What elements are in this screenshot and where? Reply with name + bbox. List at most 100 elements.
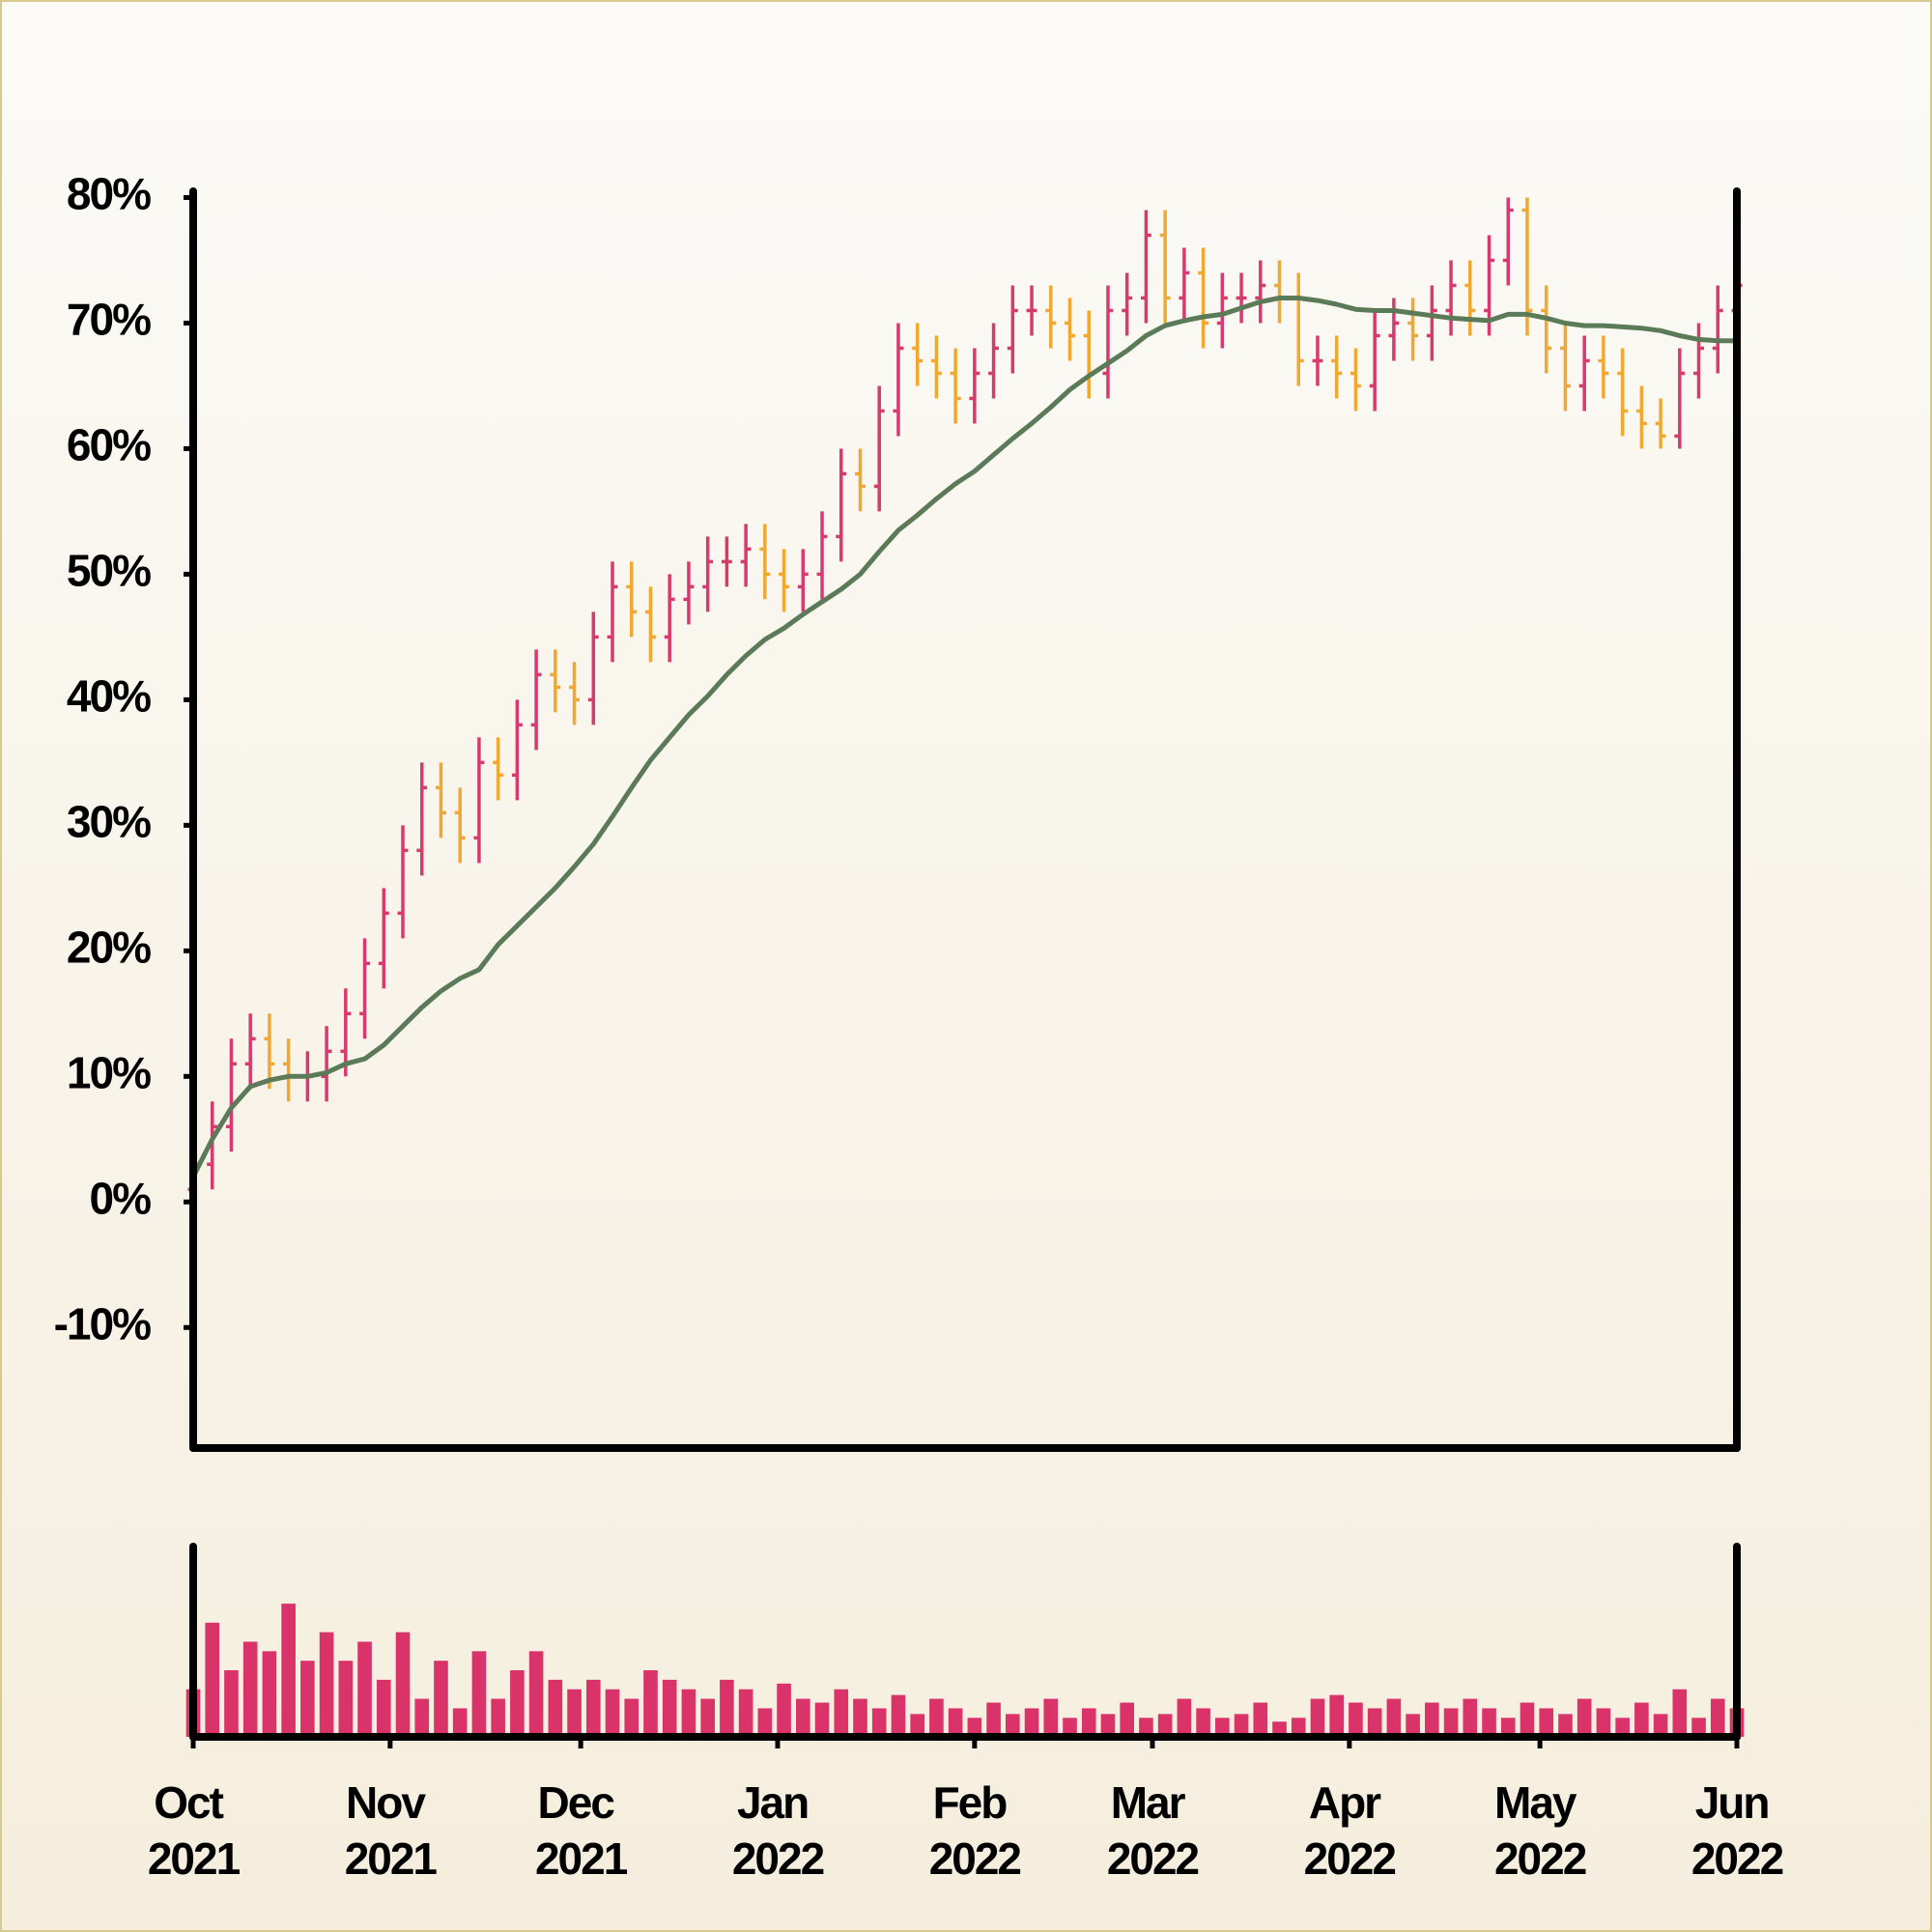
volume-bar xyxy=(1177,1698,1192,1737)
volume-bar xyxy=(1006,1714,1020,1737)
volume-bar xyxy=(395,1632,411,1737)
y-tick-label: 70% xyxy=(67,295,151,345)
volume-bar xyxy=(1349,1702,1363,1737)
y-tick-label: -10% xyxy=(54,1298,151,1349)
volume-bar xyxy=(262,1651,277,1737)
volume-bar xyxy=(1253,1702,1268,1737)
volume-bar xyxy=(1196,1708,1210,1737)
volume-bar xyxy=(1291,1718,1306,1737)
volume-bar xyxy=(414,1698,430,1737)
volume-bar xyxy=(434,1661,448,1737)
x-tick-label-line: 2022 xyxy=(929,1833,1021,1884)
x-tick-label: Oct 2021 xyxy=(148,1777,241,1884)
volume-bar xyxy=(948,1708,963,1737)
volume-bar xyxy=(567,1689,582,1737)
volume-bar xyxy=(1215,1718,1230,1737)
volume-bar xyxy=(376,1679,391,1737)
x-tick-label-line: Nov xyxy=(346,1777,435,1828)
volume-bar xyxy=(967,1718,982,1737)
x-tick-label: Dec 2021 xyxy=(535,1777,628,1884)
volume-bar xyxy=(624,1698,639,1737)
y-tick-label: 80% xyxy=(67,169,151,219)
volume-bar xyxy=(242,1641,258,1737)
x-tick-label-line: Dec xyxy=(538,1777,624,1828)
volume-bar xyxy=(1443,1708,1459,1737)
volume-bar xyxy=(1063,1718,1077,1737)
volume-bar xyxy=(528,1651,544,1737)
plot-area: -10% 0% 10% 20% 30% 40% 50% 60% 70% 80% Oct 2021 No… xyxy=(54,169,1785,1884)
volume-bar xyxy=(548,1679,563,1737)
volume-bar xyxy=(205,1622,220,1737)
volume-bar xyxy=(1672,1689,1688,1737)
volume-bar xyxy=(853,1698,867,1737)
volume-bar xyxy=(1596,1708,1611,1737)
volume-bar xyxy=(891,1694,906,1737)
x-tick-label: Mar 2022 xyxy=(1107,1777,1199,1884)
volume-bar xyxy=(1329,1694,1345,1737)
volume-bar xyxy=(338,1661,354,1737)
volume-bar xyxy=(357,1641,372,1737)
volume-bar xyxy=(281,1604,296,1737)
moving-average-line xyxy=(190,296,1737,1179)
y-tick-label: 30% xyxy=(67,797,151,847)
x-tick-label-line: 2022 xyxy=(1691,1833,1783,1884)
volume-bar xyxy=(1653,1714,1668,1737)
volume-bar xyxy=(1539,1708,1554,1737)
volume-bar xyxy=(1615,1718,1630,1737)
y-tick-label: 50% xyxy=(67,546,151,596)
volume-bar xyxy=(796,1698,810,1737)
volume-bar xyxy=(1367,1708,1382,1737)
y-tick-label: 10% xyxy=(67,1047,151,1097)
volume-bar xyxy=(834,1689,849,1737)
volume-bar xyxy=(1386,1698,1402,1737)
volume-bar xyxy=(1691,1718,1706,1737)
volume-bar xyxy=(585,1679,601,1737)
volume-bar xyxy=(224,1670,239,1737)
x-tick-label-line: 2022 xyxy=(1304,1833,1396,1884)
volume-bar xyxy=(1520,1702,1535,1737)
y-tick-label: 0% xyxy=(90,1173,152,1223)
volume-bar xyxy=(757,1708,773,1737)
volume-bar xyxy=(1463,1698,1478,1737)
volume-bar xyxy=(1120,1702,1134,1737)
volume-bar xyxy=(1100,1714,1116,1737)
volume-bar xyxy=(700,1698,715,1737)
y-tick-label: 60% xyxy=(67,420,151,470)
x-tick-label-line: 2021 xyxy=(345,1833,438,1884)
volume-bar xyxy=(643,1670,658,1737)
volume-bar xyxy=(1081,1708,1096,1737)
volume-bar xyxy=(1558,1714,1573,1737)
volume-bar xyxy=(471,1651,487,1737)
x-tick-label: Feb 2022 xyxy=(929,1777,1021,1884)
volume-bar xyxy=(300,1661,315,1737)
volume-bar xyxy=(814,1702,830,1737)
volume-bar xyxy=(738,1689,753,1737)
volume-bar xyxy=(1234,1714,1249,1737)
x-tick-label: Jan 2022 xyxy=(732,1777,824,1884)
volume-bar xyxy=(1024,1708,1039,1737)
volume-bar xyxy=(1406,1714,1420,1737)
volume-bar xyxy=(452,1708,468,1737)
volume-bar xyxy=(510,1670,525,1737)
x-tick-label-line: May xyxy=(1494,1777,1585,1828)
volume-bar xyxy=(1157,1714,1173,1737)
y-tick-label: 40% xyxy=(67,671,151,722)
volume-bar xyxy=(1482,1708,1496,1737)
x-tick-label: Apr 2022 xyxy=(1304,1777,1396,1884)
volume-bar xyxy=(1310,1698,1325,1737)
x-tick-label: May 2022 xyxy=(1494,1777,1586,1884)
volume-bar xyxy=(1425,1702,1439,1737)
volume-bar xyxy=(929,1698,944,1737)
volume-bar xyxy=(720,1679,734,1737)
y-tick-label: 20% xyxy=(67,922,151,972)
volume-bar xyxy=(777,1683,791,1737)
x-tick-label-line: 2022 xyxy=(732,1833,824,1884)
x-tick-label-line: 2022 xyxy=(1107,1833,1199,1884)
x-tick-label-line: Feb xyxy=(933,1777,1017,1828)
x-tick-label-line: Apr xyxy=(1309,1777,1390,1828)
volume-bar xyxy=(910,1714,924,1737)
x-tick-label-line: Mar xyxy=(1111,1777,1195,1828)
